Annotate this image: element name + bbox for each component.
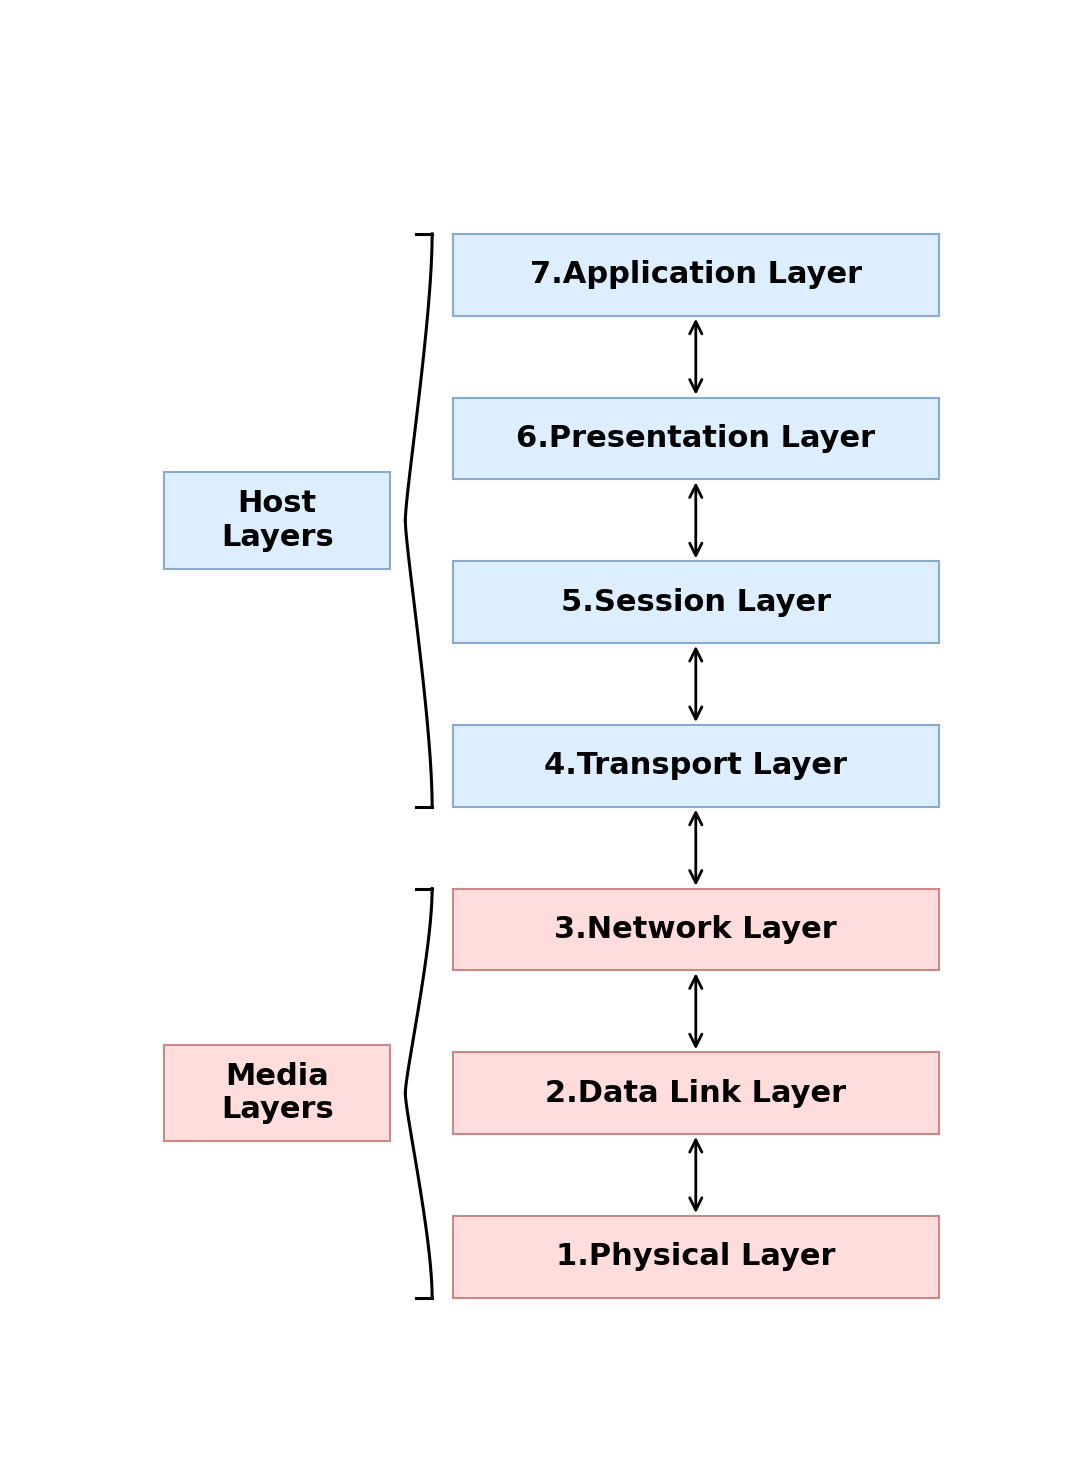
- Text: Host
Layers: Host Layers: [221, 489, 334, 552]
- Text: 1.Physical Layer: 1.Physical Layer: [556, 1243, 836, 1271]
- Text: 2.Data Link Layer: 2.Data Link Layer: [545, 1079, 847, 1107]
- FancyBboxPatch shape: [454, 889, 939, 970]
- Text: 4.Transport Layer: 4.Transport Layer: [544, 751, 848, 781]
- FancyBboxPatch shape: [454, 725, 939, 807]
- Text: 6.Presentation Layer: 6.Presentation Layer: [516, 424, 876, 453]
- FancyBboxPatch shape: [454, 1052, 939, 1134]
- Text: 5.Session Layer: 5.Session Layer: [561, 587, 831, 617]
- FancyBboxPatch shape: [164, 1045, 390, 1141]
- FancyBboxPatch shape: [454, 397, 939, 480]
- FancyBboxPatch shape: [454, 561, 939, 644]
- Text: 3.Network Layer: 3.Network Layer: [554, 915, 837, 945]
- FancyBboxPatch shape: [454, 233, 939, 316]
- Text: 7.Application Layer: 7.Application Layer: [529, 260, 862, 289]
- FancyBboxPatch shape: [164, 472, 390, 568]
- Text: Media
Layers: Media Layers: [221, 1061, 334, 1125]
- FancyBboxPatch shape: [454, 1216, 939, 1297]
